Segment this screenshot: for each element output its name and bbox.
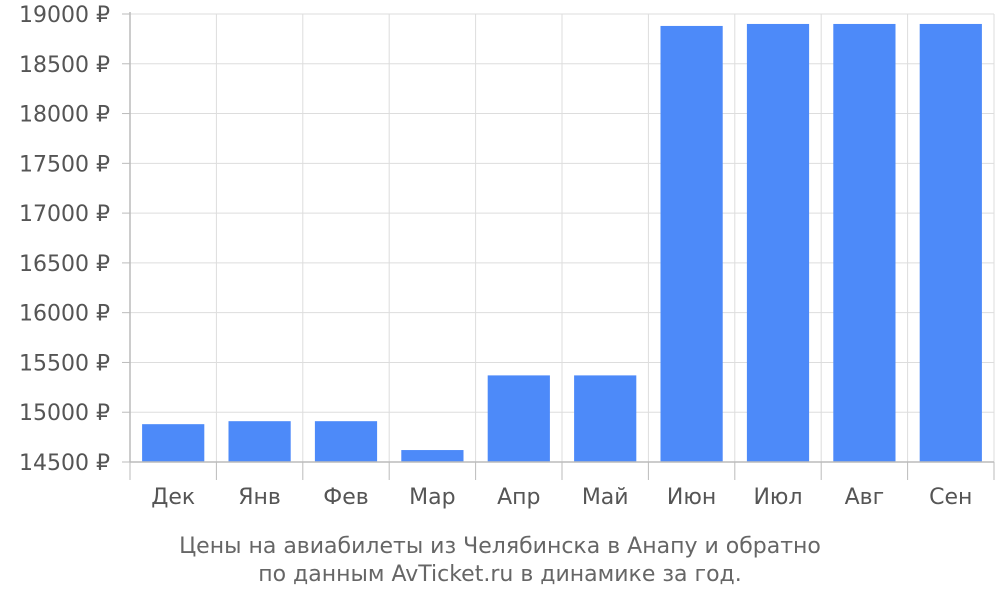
bar-5 bbox=[487, 375, 550, 462]
axes bbox=[122, 12, 995, 480]
y-tick-label: 14500 ₽ bbox=[19, 451, 110, 476]
bar-3 bbox=[314, 421, 378, 462]
y-tick-label: 15000 ₽ bbox=[19, 401, 110, 426]
y-tick-label: 18000 ₽ bbox=[19, 103, 110, 128]
y-tick-label: 17000 ₽ bbox=[19, 202, 110, 227]
y-tick-label: 18500 ₽ bbox=[19, 53, 110, 78]
x-tick-label: Янв bbox=[238, 485, 281, 510]
chart-caption: Цены на авиабилеты из Челябинска в Анапу… bbox=[0, 533, 1000, 589]
y-tick-labels: 14500 ₽ 15000 ₽ 15500 ₽ 16000 ₽ 16500 ₽ 17000… bbox=[19, 3, 110, 476]
x-tick-label: Апр bbox=[497, 485, 540, 510]
x-tick-label: Дек bbox=[151, 485, 195, 510]
x-tick-label: Сен bbox=[929, 485, 972, 510]
bars bbox=[142, 23, 982, 463]
bar-2 bbox=[228, 421, 291, 462]
y-tick-label: 16000 ₽ bbox=[19, 302, 110, 327]
y-tick-label: 19000 ₽ bbox=[19, 3, 110, 28]
bar-1 bbox=[142, 424, 205, 462]
bar-10 bbox=[919, 23, 982, 462]
y-tick-label: 15500 ₽ bbox=[19, 351, 110, 376]
bar-8 bbox=[746, 23, 810, 462]
x-tick-label: Мар bbox=[409, 485, 455, 510]
bar-6 bbox=[574, 375, 637, 462]
x-tick-label: Июл bbox=[753, 485, 802, 510]
grid-lines bbox=[130, 13, 995, 463]
x-tick-label: Май bbox=[582, 485, 629, 510]
bar-chart: 14500 ₽ 15000 ₽ 15500 ₽ 16000 ₽ 16500 ₽ 17000… bbox=[19, 3, 995, 510]
y-tick-label: 17500 ₽ bbox=[19, 152, 110, 177]
caption-line-2: по данным AvTicket.ru в динамике за год. bbox=[258, 562, 742, 587]
x-tick-label: Фев bbox=[323, 485, 368, 510]
x-tick-label: Авг bbox=[845, 485, 885, 510]
bar-4 bbox=[401, 450, 464, 462]
y-tick-label: 16500 ₽ bbox=[19, 252, 110, 277]
bar-7 bbox=[660, 25, 723, 463]
caption-line-1: Цены на авиабилеты из Челябинска в Анапу… bbox=[179, 534, 821, 559]
x-tick-label: Июн bbox=[667, 485, 716, 510]
bar-9 bbox=[833, 23, 896, 462]
x-tick-labels: Дек Янв Фев Мар Апр Май Июн Июл Авг Сен bbox=[151, 485, 972, 510]
